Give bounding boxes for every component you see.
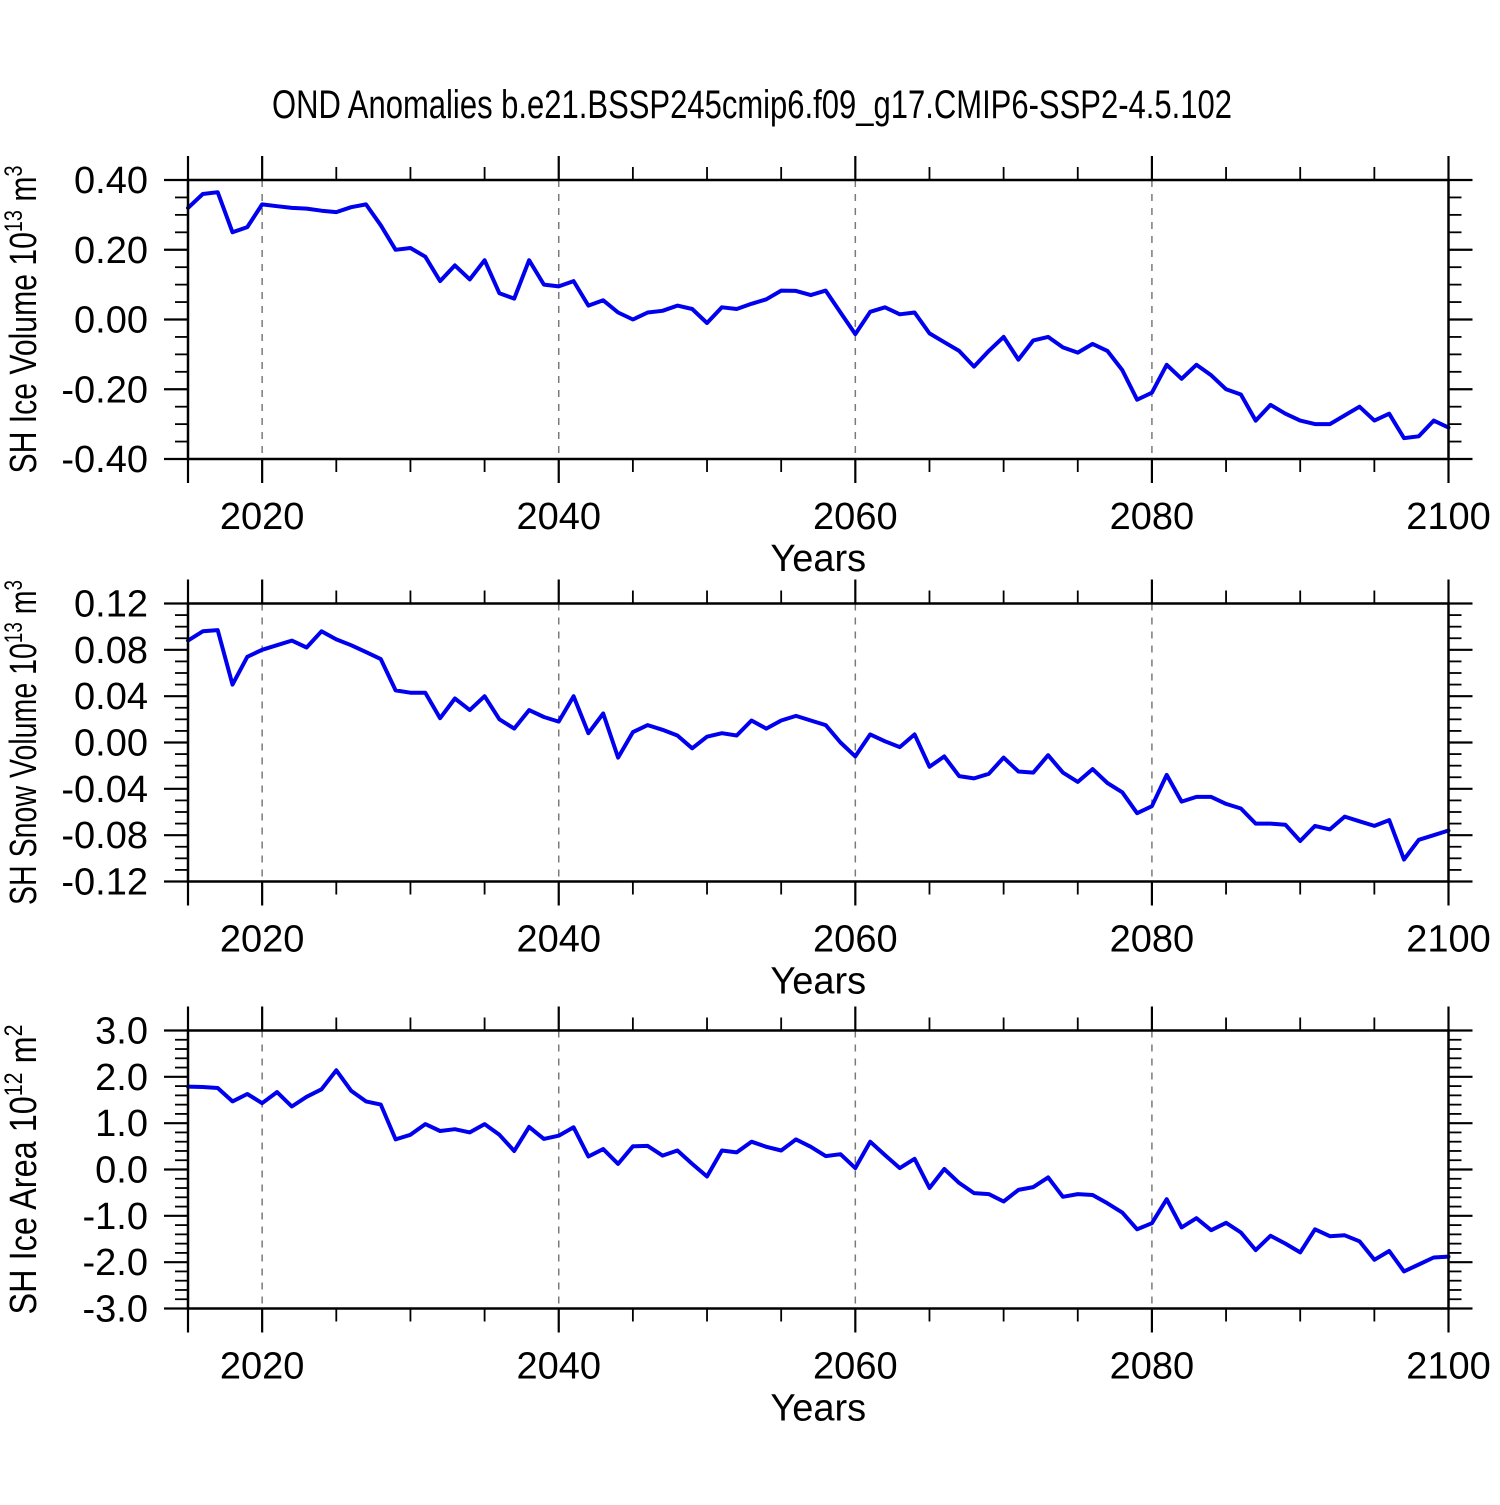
y-tick-label: 0.12 (74, 584, 148, 626)
plot-frame (186, 178, 1450, 461)
y-axis-title: SH Ice Area 1012 m2 (0, 1025, 45, 1315)
y-tick-label: -0.04 (61, 769, 148, 811)
y-tick-label: 1.0 (95, 1103, 148, 1145)
x-tick-label: 2020 (220, 1346, 305, 1388)
x-tick-label: 2100 (1406, 919, 1491, 961)
x-tick-label: 2100 (1406, 496, 1491, 538)
y-tick-label: 0.00 (74, 723, 148, 765)
x-tick-label: 2060 (813, 496, 898, 538)
figure-title: OND Anomalies b.e21.BSSP245cmip6.f09_g17… (272, 83, 1232, 127)
y-tick-label: -1.0 (83, 1196, 148, 1238)
data-line-ice-area (186, 1068, 1451, 1274)
x-tick-label: 2060 (813, 919, 898, 961)
y-tick-label: 0.00 (74, 300, 148, 342)
x-tick-label: 2040 (516, 919, 601, 961)
y-tick-label: 0.08 (74, 630, 148, 672)
y-axis-title: SH Snow Volume 1013 m3 (0, 580, 45, 905)
plot-frame (186, 602, 1450, 883)
panel-ice-volume: 0.40 0.20 0.00 -0.20 -0.40 2020 2040 2060 2080 21… (0, 156, 1491, 580)
y-tick-label: -0.40 (61, 439, 148, 481)
y-tick-label: 0.0 (95, 1150, 148, 1192)
x-tick-label: 2080 (1110, 1346, 1195, 1388)
y-tick-label: 0.20 (74, 230, 148, 272)
data-line-ice-volume (186, 190, 1451, 441)
x-tick-label: 2040 (516, 1346, 601, 1388)
x-axis-title: Years (770, 961, 866, 1003)
y-tick-label: -2.0 (83, 1242, 148, 1284)
x-tick-label: 2080 (1110, 919, 1195, 961)
y-tick-label: 0.04 (74, 676, 148, 718)
x-tick-label: 2100 (1406, 1346, 1491, 1388)
x-axis-title: Years (770, 538, 866, 580)
plot-frame (186, 1029, 1450, 1310)
y-axis-title: SH Ice Volume 1013 m3 (0, 165, 45, 473)
x-tick-label: 2020 (220, 919, 305, 961)
y-tick-label: -0.20 (61, 369, 148, 411)
x-tick-label: 2060 (813, 1346, 898, 1388)
panel-snow-volume: 0.120.080.04 0.00-0.04-0.08 -0.12 2020 2040 2… (0, 579, 1491, 1003)
x-axis-title: Years (770, 1388, 866, 1430)
x-tick-label: 2040 (516, 496, 601, 538)
y-tick-label: -0.12 (61, 862, 148, 904)
y-tick-label: 3.0 (95, 1011, 148, 1053)
y-tick-label: -0.08 (61, 815, 148, 857)
data-line-snow-volume (186, 628, 1451, 862)
y-tick-label: 2.0 (95, 1057, 148, 1099)
y-tick-label: -3.0 (83, 1289, 148, 1331)
y-tick-label: 0.40 (74, 160, 148, 202)
panel-ice-area: 3.02.01.0 0.0-1.0-2.0 -3.0 2020 2040 2060 2080… (0, 1006, 1491, 1430)
x-tick-label: 2080 (1110, 496, 1195, 538)
x-tick-label: 2020 (220, 496, 305, 538)
